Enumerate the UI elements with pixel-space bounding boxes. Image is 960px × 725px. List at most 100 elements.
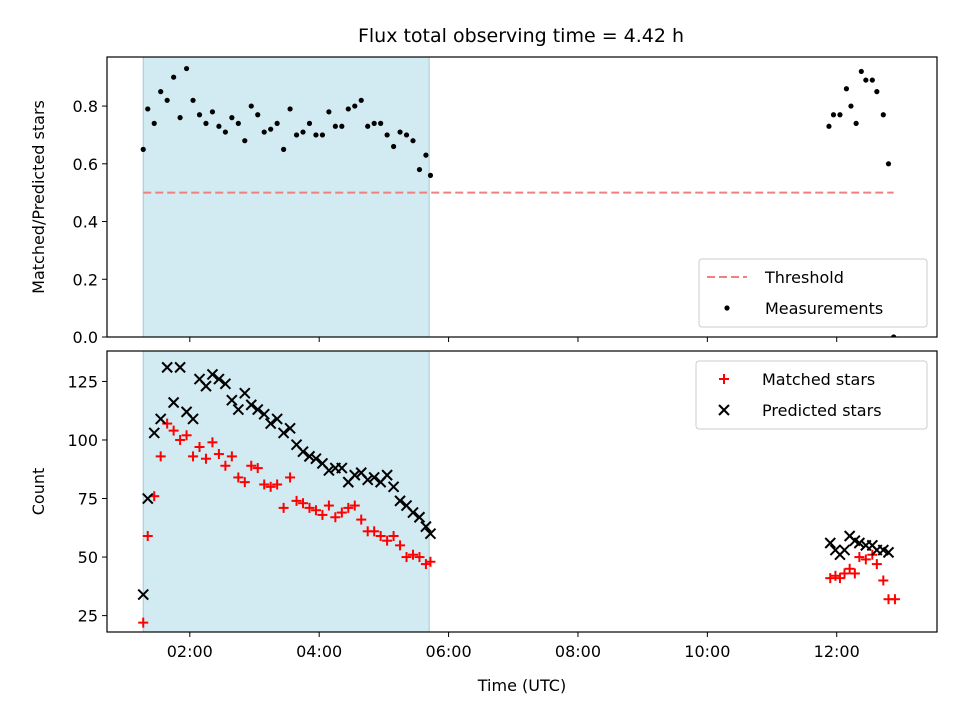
- legend-label: Threshold: [764, 268, 844, 287]
- predicted-point: [336, 462, 348, 474]
- y-tick-label: 125: [67, 372, 98, 391]
- matched-point: [252, 463, 263, 474]
- legend-measurements-swatch: [724, 305, 730, 311]
- predicted-point: [239, 387, 251, 399]
- predicted-point: [882, 546, 895, 559]
- matched-point: [188, 451, 199, 462]
- matched-point: [871, 559, 882, 570]
- measurement-point: [830, 112, 837, 118]
- matched-point: [375, 530, 386, 541]
- predicted-point: [264, 417, 277, 430]
- matched-point: [349, 500, 360, 511]
- predicted-point: [362, 474, 374, 486]
- measurement-point: [869, 77, 875, 83]
- matched-point: [200, 453, 211, 464]
- measurement-point: [423, 152, 429, 158]
- predicted-point: [206, 368, 219, 381]
- measurement-point: [171, 74, 177, 80]
- predicted-point: [148, 427, 160, 439]
- matched-point: [310, 505, 321, 516]
- matched-point: [369, 526, 380, 537]
- x-tick-label: 08:00: [555, 642, 601, 661]
- measurement-point: [410, 138, 416, 144]
- predicted-point: [853, 537, 866, 549]
- predicted-point: [394, 495, 406, 507]
- measurement-point: [874, 89, 880, 95]
- matched-point: [839, 568, 850, 579]
- matched-point: [425, 556, 436, 567]
- predicted-point: [413, 511, 426, 523]
- measurement-point: [190, 97, 196, 103]
- measurement-point: [837, 112, 843, 118]
- matched-point: [175, 434, 186, 445]
- measurement-point: [843, 86, 850, 92]
- measurement-point: [151, 120, 157, 126]
- matched-point: [407, 549, 418, 560]
- matched-point: [849, 568, 860, 579]
- measurement-point: [326, 109, 332, 115]
- measurement-point: [235, 120, 241, 126]
- matched-point: [825, 573, 836, 584]
- legend-box: [695, 360, 928, 430]
- predicted-point: [161, 361, 173, 374]
- measurement-point: [209, 109, 216, 115]
- axes-frame: [106, 56, 938, 338]
- measurement-point: [365, 123, 371, 129]
- predicted-point: [271, 413, 283, 425]
- measurement-point: [255, 112, 261, 118]
- measurement-point: [274, 120, 280, 126]
- x-tick-label: 04:00: [296, 642, 342, 661]
- matched-point: [246, 460, 257, 471]
- predicted-point: [838, 544, 851, 556]
- y-tick-label: 0.4: [73, 213, 98, 232]
- matched-point: [213, 449, 224, 460]
- matched-point: [304, 502, 315, 513]
- measurement-point: [164, 97, 170, 103]
- measurement-point: [339, 123, 345, 129]
- predicted-point: [245, 399, 257, 411]
- measurement-point: [826, 123, 832, 129]
- x-tick-label: 06:00: [426, 642, 472, 661]
- measurement-point: [390, 143, 397, 150]
- predicted-point: [387, 481, 400, 493]
- matched-point: [343, 502, 354, 513]
- measurement-point: [196, 112, 203, 118]
- plot-area: [137, 361, 900, 628]
- legend-label: Measurements: [765, 299, 883, 318]
- observing-interval-shade: [142, 56, 430, 338]
- measurement-point: [242, 138, 248, 144]
- matched-point: [265, 481, 276, 492]
- matched-point: [226, 451, 237, 462]
- predicted-point: [303, 450, 316, 463]
- measurement-point: [313, 132, 319, 138]
- measurement-point: [216, 123, 222, 129]
- measurement-point: [858, 68, 864, 75]
- matched-point: [860, 554, 871, 565]
- matched-ratio-panel: 0.0 0.2 0.4 0.6 0.8 Matched/Predicted stars Th…: [29, 56, 938, 347]
- predicted-point: [200, 380, 212, 392]
- measurement-point: [145, 106, 151, 112]
- measurement-point: [345, 106, 351, 112]
- measurement-point: [140, 146, 146, 152]
- predicted-point: [219, 378, 232, 390]
- measurement-point: [848, 103, 854, 109]
- y-tick-label: 0.8: [73, 97, 98, 116]
- legend-predicted-swatch: [718, 404, 730, 416]
- predicted-point: [368, 471, 380, 484]
- y-tick-label: 0.0: [73, 328, 98, 347]
- matched-point: [194, 442, 205, 453]
- legend: Matched stars Predicted stars: [695, 360, 928, 430]
- x-axis-label: Time (UTC): [477, 676, 566, 695]
- series-predicted-stars: [137, 361, 895, 601]
- measurement-point: [332, 123, 338, 129]
- matched-point: [142, 530, 153, 541]
- matched-point: [207, 437, 218, 448]
- y-tick-label: 0.6: [73, 155, 98, 174]
- predicted-point: [297, 445, 309, 458]
- measurement-point: [222, 129, 228, 135]
- matched-point: [181, 430, 192, 441]
- measurement-point: [287, 106, 293, 112]
- measurement-point: [183, 65, 190, 72]
- predicted-point: [187, 413, 199, 425]
- measurement-point: [158, 89, 164, 95]
